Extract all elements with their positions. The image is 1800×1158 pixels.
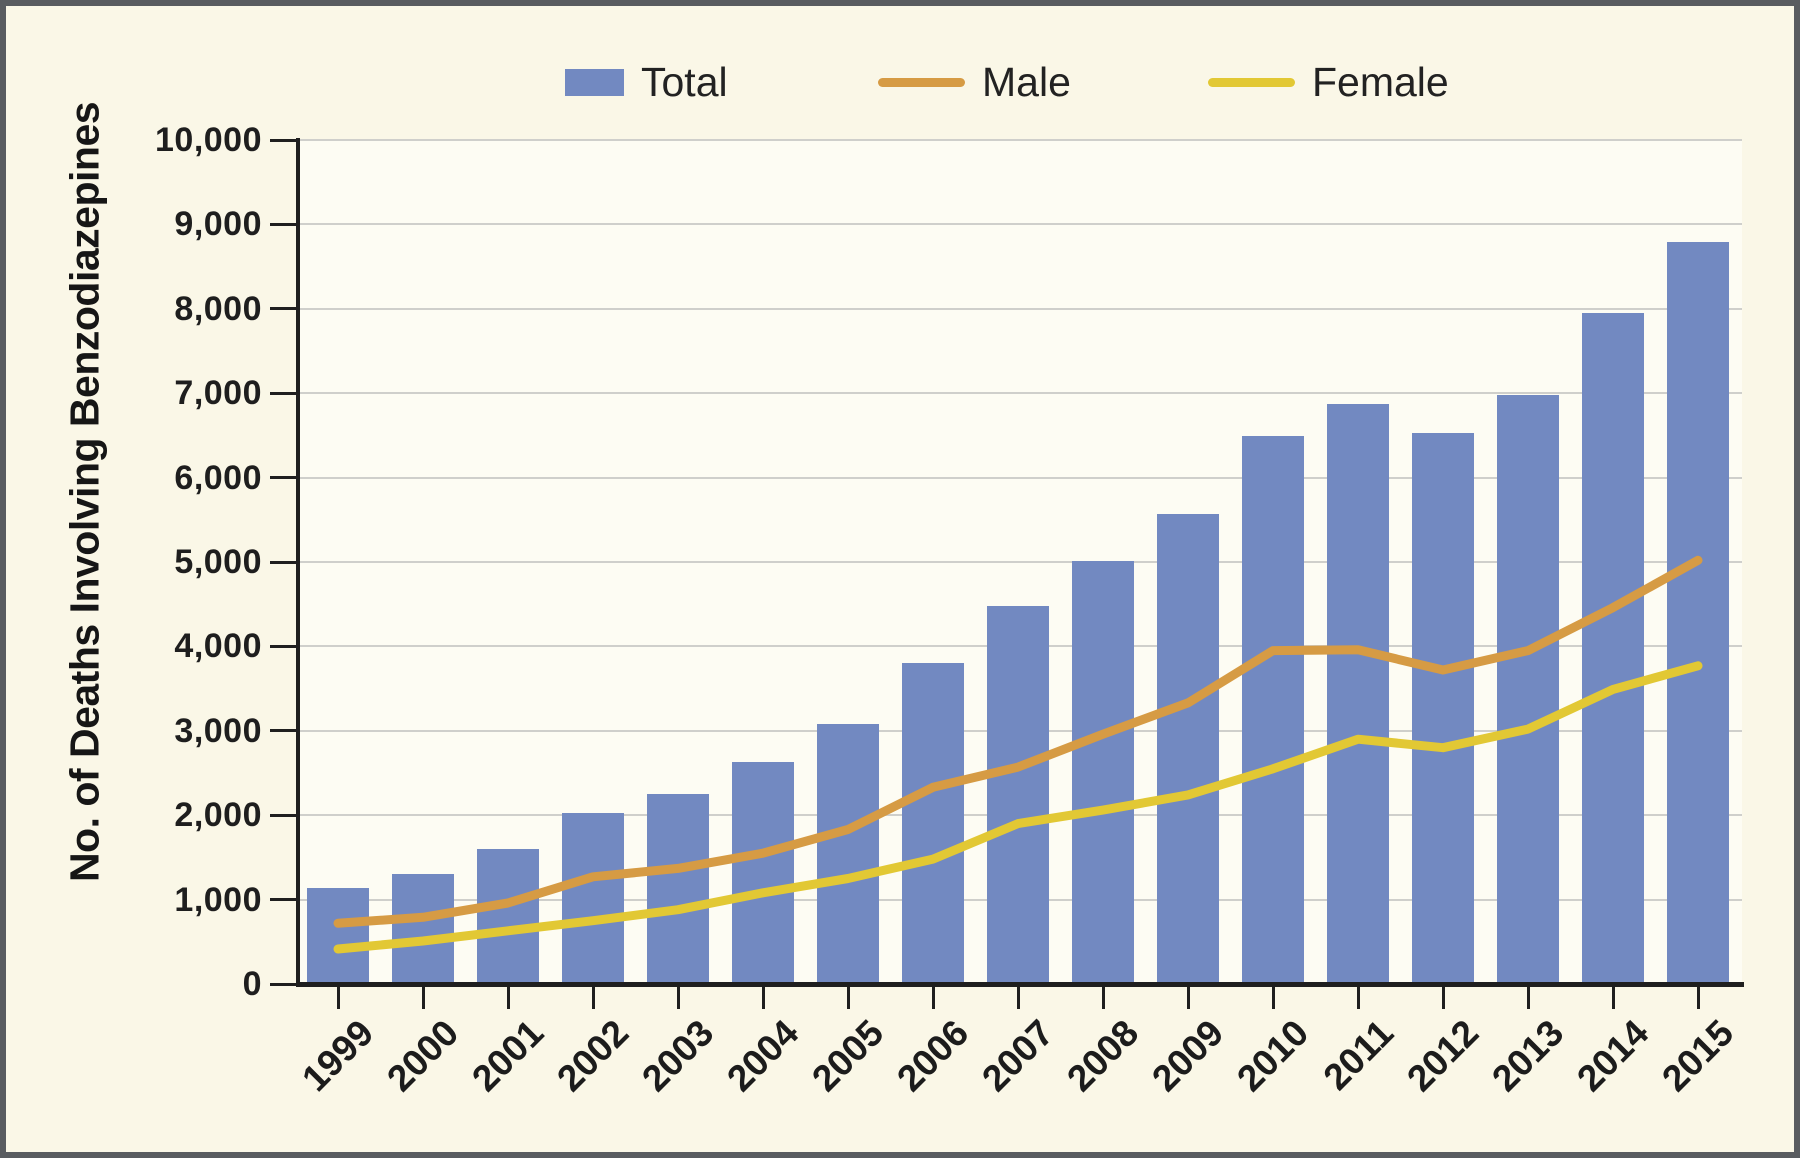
y-tick-label-7000: 7,000 [174, 374, 262, 413]
y-tick-9000 [270, 222, 298, 226]
legend-label-male: Male [982, 59, 1071, 105]
gridline-8000 [300, 307, 1742, 310]
male-line [333, 555, 1703, 928]
x-tick-2015 [1696, 987, 1700, 1009]
x-tick-2007 [1016, 987, 1020, 1009]
y-tick-7000 [270, 391, 298, 395]
total-bar-2005 [817, 723, 879, 984]
y-tick-label-2000: 2,000 [174, 796, 262, 835]
y-tick-label-0: 0 [242, 965, 262, 1003]
x-tick-2002 [591, 987, 595, 1009]
y-tick-10000 [270, 138, 298, 142]
y-tick-0 [270, 982, 298, 986]
y-tick-4000 [270, 644, 298, 648]
total-bar-swatch-icon [565, 69, 624, 96]
legend-label-total: Total [641, 59, 728, 105]
total-bar-2015 [1667, 242, 1729, 984]
total-bar-2014 [1582, 313, 1644, 984]
female-line [333, 661, 1703, 954]
y-tick-label-1000: 1,000 [174, 880, 262, 919]
legend-item-total: Total [565, 60, 728, 105]
gridline-5000 [300, 561, 1742, 563]
gridline-10000 [300, 139, 1742, 141]
x-tick-2006 [931, 987, 935, 1009]
y-axis-line [296, 138, 300, 987]
total-bar-2004 [732, 762, 794, 984]
x-tick-2008 [1101, 987, 1105, 1009]
female-line-swatch-icon [1208, 78, 1295, 87]
legend-label-female: Female [1312, 59, 1449, 105]
y-tick-1000 [270, 898, 298, 902]
total-bar-2011 [1327, 404, 1389, 984]
x-tick-2001 [506, 987, 510, 1009]
y-tick-2000 [270, 813, 298, 817]
total-bar-2007 [987, 606, 1049, 984]
x-tick-2013 [1526, 987, 1530, 1009]
total-bar-1999 [307, 888, 369, 984]
x-tick-2011 [1356, 987, 1360, 1009]
total-bar-2012 [1412, 433, 1474, 984]
y-axis-title: No. of Deaths Involving Benzodiazepines [61, 101, 108, 883]
total-bar-2008 [1072, 560, 1134, 984]
male-line-swatch-icon [878, 78, 965, 87]
total-bar-2013 [1497, 395, 1559, 984]
total-bar-2000 [392, 874, 454, 984]
total-bar-2010 [1242, 435, 1304, 984]
y-tick-label-8000: 8,000 [174, 289, 262, 328]
y-tick-label-4000: 4,000 [174, 627, 262, 666]
total-bar-2002 [562, 813, 624, 984]
y-tick-6000 [270, 476, 298, 480]
total-bar-2009 [1157, 514, 1219, 984]
y-tick-5000 [270, 560, 298, 564]
x-tick-2010 [1271, 987, 1275, 1009]
x-tick-2012 [1441, 987, 1445, 1009]
gridline-9000 [300, 223, 1742, 226]
x-tick-2000 [421, 987, 425, 1009]
x-tick-2004 [761, 987, 765, 1009]
total-bar-2006 [902, 662, 964, 984]
gridline-7000 [300, 392, 1742, 395]
y-tick-label-10000: 10,000 [155, 121, 262, 159]
y-tick-label-3000: 3,000 [174, 711, 262, 750]
y-tick-3000 [270, 729, 298, 733]
y-tick-8000 [270, 307, 298, 311]
x-axis-line [296, 982, 1744, 987]
y-tick-label-5000: 5,000 [174, 543, 262, 581]
y-tick-label-6000: 6,000 [174, 458, 262, 497]
x-tick-2009 [1186, 987, 1190, 1009]
x-tick-2003 [676, 987, 680, 1009]
legend-item-female: Female [1208, 60, 1449, 105]
gridline-6000 [300, 476, 1742, 479]
total-bar-2003 [647, 794, 709, 984]
legend-item-male: Male [878, 60, 1071, 105]
y-tick-label-9000: 9,000 [174, 205, 262, 244]
x-tick-2014 [1611, 987, 1615, 1009]
x-tick-1999 [336, 987, 340, 1009]
total-bar-2001 [477, 849, 539, 984]
x-tick-2005 [846, 987, 850, 1009]
